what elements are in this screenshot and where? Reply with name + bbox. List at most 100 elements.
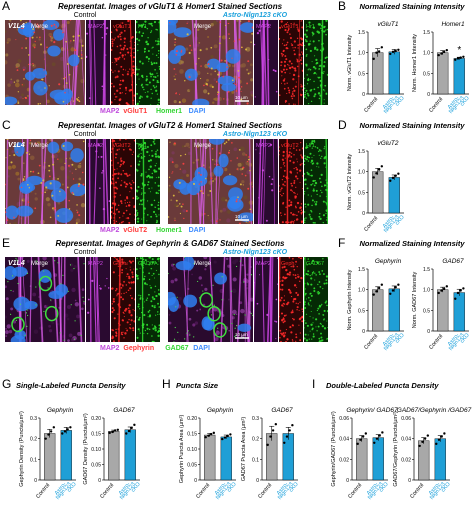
channel-dot [281,75,283,77]
channel-dot [288,91,291,94]
synaptic-puncta [76,204,78,206]
channel-dot [113,192,116,195]
channel-dot [116,295,118,297]
channel-dot [122,56,124,58]
synaptic-puncta [55,25,57,27]
synaptic-puncta [75,222,78,224]
texture-dot [82,260,85,263]
y-tick-label: 0.20 [91,416,101,422]
channel-dot [116,45,119,48]
channel-dot [122,48,125,51]
channel-dot [121,284,124,286]
synaptic-puncta [219,35,221,38]
channel-dot [306,187,309,190]
channel-dot [158,50,160,52]
channel-dot [301,211,303,213]
texture-dot [46,99,50,104]
channel-dot [152,327,155,330]
nucleus [14,142,25,157]
channel-dot [311,147,313,149]
gad67-cell-ring [44,305,59,322]
channel-dot [325,282,328,285]
y-tick-label: 0.5 [358,190,365,196]
y-tick-label: 1.0 [423,288,430,294]
texture-dot [192,161,195,164]
channel-dot [308,304,310,306]
channel-dot [283,320,286,323]
x-label-cko: cKO [394,332,406,345]
channel-dot [131,72,134,75]
channel-dot [318,166,320,168]
channel-dot [290,331,293,334]
channel-dot [125,217,127,219]
channel-dot [295,333,297,336]
channel-dot [315,318,318,321]
channel-dot [130,183,132,186]
channel-dot [318,215,321,218]
channel-dot [147,57,151,60]
channel-dot [310,100,313,103]
channel-dot [121,261,124,264]
channel-dot [317,76,319,78]
channel-dot [281,288,284,291]
channel-dot [153,75,155,78]
channel-dot [142,23,145,26]
channel-dot [283,60,287,63]
channel-dot [296,168,299,171]
panel-letter-d: D [338,118,347,132]
channel-dot [284,157,286,159]
channel-dot [309,299,312,302]
channel-dot [304,183,307,186]
y-axis-label: GAD67/Gephyrin (Puncta/µm²) [393,411,399,486]
nucleus [19,183,36,193]
channel-dot [304,303,306,306]
channel-dot [128,174,131,176]
channel-dot [308,21,311,24]
synaptic-puncta [168,216,170,218]
texture-dot [70,268,74,272]
channel-dot [304,292,307,295]
data-point [459,289,462,292]
texture-dot [33,329,39,334]
channel-dot [279,212,282,214]
channel-dot [118,305,120,307]
synaptic-puncta [184,153,187,156]
channel-dot [315,201,318,203]
channel-dot [283,277,287,280]
channel-dot [133,94,135,97]
channel-dot [124,54,126,56]
channel-dot [307,270,310,273]
synaptic-puncta [251,186,253,188]
channel-dot [105,54,107,56]
texture-dot [78,44,82,48]
channel-dot [316,30,319,33]
channel-dot [129,201,131,203]
channel-dot [294,277,297,279]
channel-dot [156,81,159,84]
green-puncta [210,314,213,316]
data-point [454,58,457,61]
channel-dot [297,273,299,276]
synaptic-puncta [171,172,173,174]
synaptic-puncta [208,67,211,69]
channel-dot [121,333,124,336]
stain-legend-0: MAP2 [100,345,120,352]
texture-dot [232,63,235,66]
channel-dot [284,78,286,80]
channel-dot [320,332,322,335]
data-point [394,285,397,289]
channel-dot [293,49,295,52]
quant-title: Puncta Size [176,381,218,390]
synaptic-puncta [205,177,207,180]
channel-dot [128,304,131,307]
texture-dot [232,260,237,265]
channel-dot [304,275,305,277]
channel-dot [300,44,303,47]
nucleus [53,28,65,41]
channel-dot [291,309,294,312]
channel-dot [320,86,323,88]
merge-label: Merge [194,24,212,30]
channel-dot [301,213,303,215]
data-point [389,292,392,295]
channel-dot [275,338,277,340]
